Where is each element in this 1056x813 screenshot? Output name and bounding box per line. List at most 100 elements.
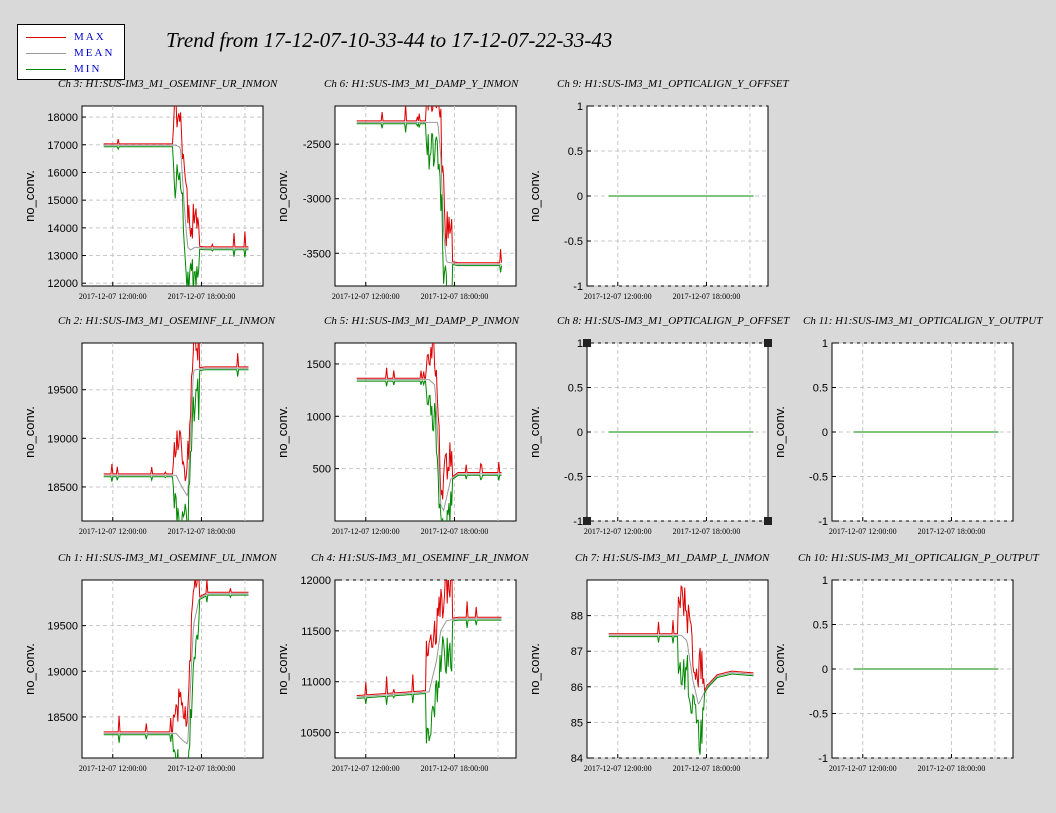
legend-item-mean: MEAN <box>18 46 126 60</box>
legend-swatch-mean <box>26 53 66 54</box>
y-tick-label: 1 <box>577 338 583 350</box>
y-axis-label: no_conv. <box>527 170 542 222</box>
y-tick-label: 10500 <box>300 728 331 740</box>
plot-area <box>81 342 264 522</box>
y-tick-label: 0 <box>822 427 828 439</box>
x-tick-label: 2017-12-07 12:00:00 <box>79 292 147 301</box>
y-tick-label: 12000 <box>47 278 78 290</box>
y-tick-label: 11000 <box>301 677 331 689</box>
chart-panel-5: Ch 5: H1:SUS-IM3_M1_DAMP_P_INMON 500 1000 1… <box>275 315 520 536</box>
y-tick-label: 0.5 <box>813 620 828 632</box>
figure-title: Trend from 17-12-07-10-33-44 to 17-12-07… <box>166 28 613 52</box>
y-tick-label: -2500 <box>303 139 331 151</box>
plot-area <box>81 105 264 287</box>
y-tick-label: -1 <box>818 516 828 528</box>
y-tick-label: 88 <box>571 611 583 623</box>
chart-panel-7: Ch 11: H1:SUS-IM3_M1_OPTICALIGN_Y_OUTPUT… <box>772 315 1043 536</box>
series-mean-line <box>103 144 249 251</box>
chart-title: Ch 2: H1:SUS-IM3_M1_OSEMINF_LL_INMON <box>58 315 276 327</box>
x-tick-label: 2017-12-07 12:00:00 <box>829 527 897 536</box>
y-tick-label: 19000 <box>47 433 78 445</box>
series-group <box>356 580 502 744</box>
y-tick-label: -3500 <box>303 248 331 260</box>
series-max-line <box>356 343 502 500</box>
y-axis-label: no_conv. <box>275 170 290 222</box>
x-tick-label: 2017-12-07 12:00:00 <box>332 527 400 536</box>
series-min-line <box>103 146 249 286</box>
y-axis-label: no_conv. <box>527 406 542 458</box>
series-max-line <box>608 585 754 693</box>
y-tick-label: 19500 <box>47 621 78 633</box>
x-tick-label: 2017-12-07 12:00:00 <box>584 292 652 301</box>
x-tick-label: 2017-12-07 18:00:00 <box>168 764 236 773</box>
series-min-line <box>356 380 502 521</box>
x-tick-label: 2017-12-07 12:00:00 <box>332 764 400 773</box>
y-tick-label: 18000 <box>47 112 78 124</box>
chart-panel-9: Ch 4: H1:SUS-IM3_M1_OSEMINF_LR_INMON 1050… <box>275 552 529 773</box>
chart-panel-6: Ch 8: H1:SUS-IM3_M1_OPTICALIGN_P_OFFSET 1… <box>527 315 790 536</box>
series-max-line <box>356 580 502 696</box>
legend-label-min: MIN <box>74 63 102 75</box>
y-axis-label: no_conv. <box>22 643 37 695</box>
y-axis-label: no_conv. <box>527 643 542 695</box>
chart-title: Ch 7: H1:SUS-IM3_M1_DAMP_L_INMON <box>575 552 770 564</box>
chart-panel-4: Ch 2: H1:SUS-IM3_M1_OSEMINF_LL_INMON 1850… <box>22 315 276 536</box>
y-tick-label: -0.5 <box>809 709 828 721</box>
selection-handle <box>764 517 772 525</box>
series-max-line <box>103 580 249 733</box>
y-tick-label: 18500 <box>47 482 78 494</box>
y-tick-label: 13000 <box>47 251 78 263</box>
y-tick-label: 84 <box>571 753 583 765</box>
x-tick-label: 2017-12-07 18:00:00 <box>421 764 489 773</box>
y-tick-label: 12000 <box>300 575 331 587</box>
series-group <box>103 106 249 286</box>
series-min-line <box>356 122 502 286</box>
x-tick-label: 2017-12-07 18:00:00 <box>168 292 236 301</box>
y-tick-label: 1 <box>822 338 828 350</box>
legend-swatch-max <box>26 37 66 38</box>
y-tick-label: 0 <box>822 664 828 676</box>
selection-handle <box>583 517 591 525</box>
legend-label-mean: MEAN <box>74 47 115 59</box>
y-tick-label: 19500 <box>47 385 78 397</box>
series-group <box>103 580 249 758</box>
x-tick-label: 2017-12-07 18:00:00 <box>918 527 986 536</box>
x-tick-label: 2017-12-07 18:00:00 <box>918 764 986 773</box>
series-mean-line <box>356 379 502 512</box>
legend-swatch-min <box>26 69 66 70</box>
chart-title: Ch 1: H1:SUS-IM3_M1_OSEMINF_UL_INMON <box>58 552 277 564</box>
series-mean-line <box>608 634 754 705</box>
legend: MAX MEAN MIN <box>17 24 125 80</box>
y-tick-label: -0.5 <box>564 472 583 484</box>
x-tick-label: 2017-12-07 12:00:00 <box>584 764 652 773</box>
y-tick-label: 11500 <box>301 626 331 638</box>
series-max-line <box>356 106 502 264</box>
y-tick-label: 0.5 <box>568 146 583 158</box>
chart-panel-10: Ch 7: H1:SUS-IM3_M1_DAMP_L_INMON 84 85 86 87… <box>527 552 770 773</box>
selection-handle <box>764 339 772 347</box>
chart-panel-1: Ch 3: H1:SUS-IM3_M1_OSEMINF_UR_INMON 1200… <box>22 78 278 301</box>
legend-item-min: MIN <box>18 62 126 76</box>
x-tick-label: 2017-12-07 18:00:00 <box>421 527 489 536</box>
chart-panel-8: Ch 1: H1:SUS-IM3_M1_OSEMINF_UL_INMON 1850… <box>22 552 277 773</box>
y-tick-label: 1 <box>577 101 583 113</box>
series-mean-line <box>356 121 502 265</box>
series-min-line <box>356 619 502 744</box>
chart-title: Ch 6: H1:SUS-IM3_M1_DAMP_Y_INMON <box>324 78 519 90</box>
series-group <box>356 106 502 286</box>
chart-title: Ch 9: H1:SUS-IM3_M1_OPTICALIGN_Y_OFFSET <box>557 78 789 90</box>
y-tick-label: -1 <box>573 281 583 293</box>
chart-title: Ch 5: H1:SUS-IM3_M1_DAMP_P_INMON <box>324 315 520 327</box>
y-axis-label: no_conv. <box>275 643 290 695</box>
y-tick-label: 1000 <box>307 411 331 423</box>
plot-area <box>586 579 769 759</box>
chart-panel-2: Ch 6: H1:SUS-IM3_M1_DAMP_Y_INMON -2500 -30… <box>275 78 519 301</box>
y-tick-label: 0.5 <box>568 383 583 395</box>
legend-item-max: MAX <box>18 30 126 44</box>
y-tick-label: 0.5 <box>813 383 828 395</box>
series-group <box>103 343 249 521</box>
legend-label-max: MAX <box>74 31 106 43</box>
y-tick-label: -0.5 <box>809 472 828 484</box>
x-tick-label: 2017-12-07 12:00:00 <box>829 764 897 773</box>
series-max-line <box>103 106 249 248</box>
